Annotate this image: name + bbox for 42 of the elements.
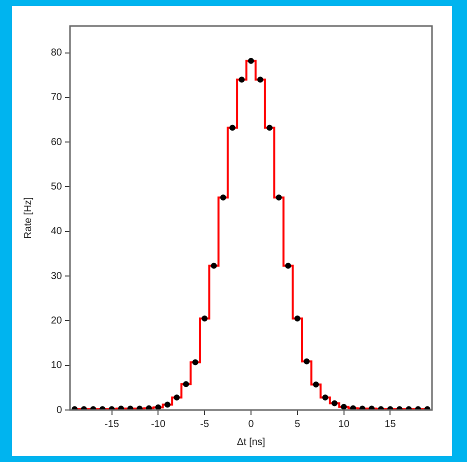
x-tick-label: 15: [384, 418, 396, 430]
point: [294, 315, 300, 322]
y-tick-label: 30: [50, 270, 62, 282]
page-panel: Δt [ns] Rate [Hz] -15 -10 -5 0 5 10 15 0 10 20 30 40 50 60 70 80: [12, 6, 452, 456]
point: [220, 194, 226, 200]
x-tick-label: 5: [294, 418, 301, 430]
point: [229, 124, 236, 131]
y-tick-label: 50: [50, 181, 62, 192]
y-tick-label: 20: [50, 315, 62, 326]
point: [276, 194, 282, 200]
y-tick-label: 80: [50, 48, 62, 59]
y-tick-label: 10: [50, 360, 62, 372]
y-tick-label: 60: [50, 136, 62, 148]
x-tick-label: 0: [248, 418, 254, 430]
point: [322, 394, 328, 400]
point: [164, 402, 170, 408]
point: [340, 404, 347, 410]
point: [285, 262, 292, 269]
point: [257, 76, 264, 83]
point: [174, 394, 180, 400]
point: [304, 358, 310, 364]
point: [210, 262, 217, 269]
point: [192, 359, 198, 366]
point: [183, 381, 190, 388]
x-tick-label: 10: [338, 418, 350, 430]
y-tick-label: 0: [56, 404, 62, 416]
y-tick-label: 70: [50, 92, 62, 104]
point: [202, 315, 208, 322]
y-axis-title: Rate [Hz]: [22, 196, 34, 239]
point: [266, 124, 273, 131]
x-axis-title: Δt [ns]: [236, 436, 266, 448]
point: [248, 58, 254, 64]
point: [238, 76, 245, 83]
x-tick-label: -10: [150, 418, 166, 430]
point: [332, 400, 338, 406]
point: [350, 405, 356, 410]
y-tick-label: 40: [50, 226, 62, 238]
x-tick-label: -5: [200, 418, 210, 430]
point: [312, 382, 319, 388]
x-tick-label: -15: [104, 418, 120, 430]
point: [155, 404, 162, 410]
point: [146, 405, 152, 410]
